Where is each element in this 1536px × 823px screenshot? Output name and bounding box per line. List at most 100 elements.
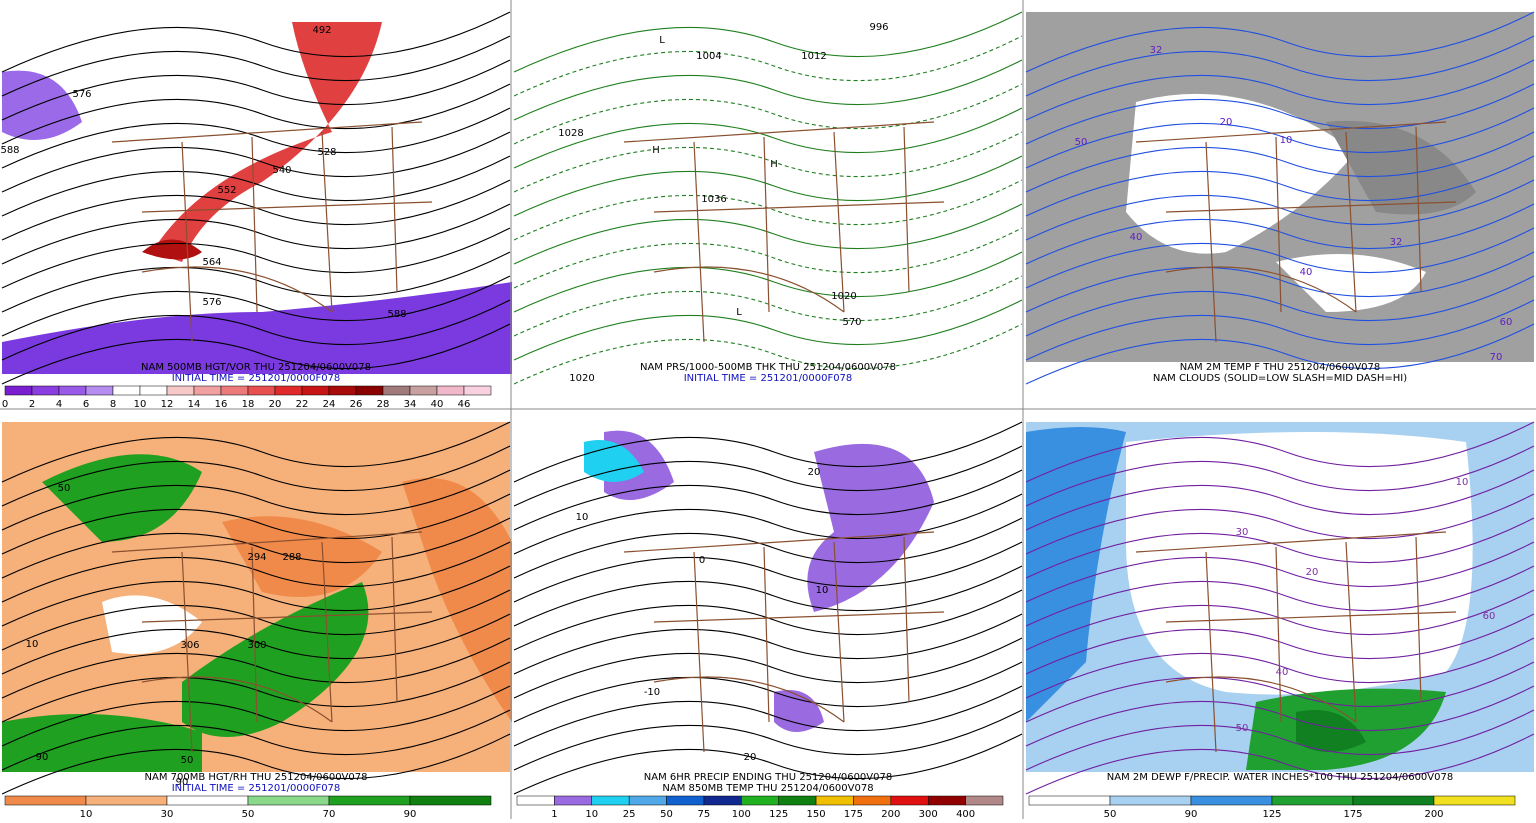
- contour: [1, 517, 511, 579]
- colorbar-label: 22: [296, 399, 309, 410]
- contour: [1, 589, 511, 651]
- map-label: 576: [72, 89, 91, 100]
- contour: [1, 155, 511, 217]
- colorbar-segment: [778, 795, 817, 806]
- caption: NAM 500MB HGT/VOR THU 251204/0600V078: [141, 362, 371, 373]
- contour: [1025, 275, 1535, 337]
- map-shade: [807, 443, 934, 612]
- contour: [513, 709, 1023, 771]
- colorbar-segment: [247, 795, 330, 806]
- colorbar-segment: [382, 385, 411, 396]
- colorbar-segment: [628, 795, 667, 806]
- colorbar-segment: [4, 795, 87, 806]
- contour: [1, 565, 511, 627]
- colorbar-label: 100: [732, 809, 751, 819]
- contour: [513, 275, 1023, 337]
- map-label: 588: [387, 309, 406, 320]
- contour: [1, 179, 511, 241]
- contour: [1025, 493, 1535, 555]
- map-label: 10: [26, 639, 39, 650]
- map-label: 294: [247, 552, 266, 563]
- contour: [513, 613, 1023, 675]
- colorbar-segment: [815, 795, 854, 806]
- caption: NAM PRS/1000-500MB THK THU 251204/0600V0…: [640, 362, 896, 373]
- map-label: 50: [1075, 137, 1088, 148]
- map-label: 70: [1490, 352, 1503, 363]
- contour: [513, 589, 1023, 651]
- contour: [513, 299, 1023, 361]
- map-label: 540: [272, 165, 291, 176]
- contour: [513, 661, 1023, 723]
- map-label: L: [736, 307, 742, 318]
- colorbar-label: 14: [188, 399, 201, 410]
- map-label: 40: [1276, 667, 1289, 678]
- map-panel: 1004 1012 1020 1028 1036 996 1020 570 H H L L: [513, 11, 1023, 385]
- colorbar-label: 26: [350, 399, 363, 410]
- colorbar-label: 8: [110, 399, 116, 410]
- colorbar-label: 16: [215, 399, 228, 410]
- colorbar-label: 4: [56, 399, 62, 410]
- colorbar-segment: [58, 385, 87, 396]
- contour: [513, 179, 1023, 241]
- contour: [1, 251, 511, 313]
- map-label: 576: [202, 297, 221, 308]
- contour: [1025, 469, 1535, 531]
- colorbar-segment: [853, 795, 892, 806]
- contour: [1025, 59, 1535, 121]
- colorbar-label: 46: [458, 399, 471, 410]
- colorbar-segment: [927, 795, 966, 806]
- colorbar-label: 28: [377, 399, 390, 410]
- contour: [1, 469, 511, 531]
- contour: [1, 733, 511, 795]
- contour: [1025, 107, 1535, 169]
- colorbar-label: 10: [80, 809, 93, 819]
- contour: [513, 59, 1023, 121]
- contour: [1025, 227, 1535, 289]
- contour: [1025, 299, 1535, 361]
- colorbar-segment: [591, 795, 630, 806]
- contour: [513, 733, 1023, 795]
- contour: [1, 203, 511, 265]
- contour: [1, 275, 511, 337]
- map-label: 588: [0, 145, 19, 156]
- contour: [1, 35, 511, 97]
- contour: [1025, 685, 1535, 747]
- contour: [513, 155, 1023, 217]
- colorbar-segment: [1271, 795, 1354, 806]
- contour: [1025, 661, 1535, 723]
- colorbar-label: 10: [585, 809, 598, 819]
- map-label: H: [652, 145, 660, 156]
- colorbar-label: 400: [956, 809, 975, 819]
- colorbar-segment: [1109, 795, 1192, 806]
- contour: [1025, 445, 1535, 507]
- contour: [513, 685, 1023, 747]
- contour: [1, 709, 511, 771]
- map-shade: [152, 22, 382, 262]
- colorbar-label: 40: [431, 399, 444, 410]
- map-label: 40: [1300, 267, 1313, 278]
- colorbar-segment: [409, 385, 438, 396]
- caption: NAM 6HR PRECIP ENDING THU 251204/0600V07…: [644, 772, 892, 783]
- map-label: 1020: [831, 291, 856, 302]
- map-label: 20: [744, 752, 757, 763]
- contour: [1025, 517, 1535, 579]
- colorbar-label: 6: [83, 399, 89, 410]
- map-label: 50: [1236, 723, 1249, 734]
- map-label: 32: [1390, 237, 1403, 248]
- colorbar-label: 125: [1262, 809, 1281, 819]
- colorbar-label: 90: [1185, 809, 1198, 819]
- colorbar-segment: [703, 795, 742, 806]
- map-label: 288: [282, 552, 301, 563]
- map-shade: [2, 714, 202, 772]
- borders: [111, 531, 433, 753]
- colorbar-segment: [355, 385, 384, 396]
- borders: [111, 121, 433, 343]
- colorbar-label: 150: [807, 809, 826, 819]
- contour: [1, 541, 511, 603]
- contour: [513, 323, 1023, 385]
- map-label: 60: [1500, 317, 1513, 328]
- borders: [623, 531, 945, 753]
- contour: [1, 83, 511, 145]
- colorbar-label: 300: [919, 809, 938, 819]
